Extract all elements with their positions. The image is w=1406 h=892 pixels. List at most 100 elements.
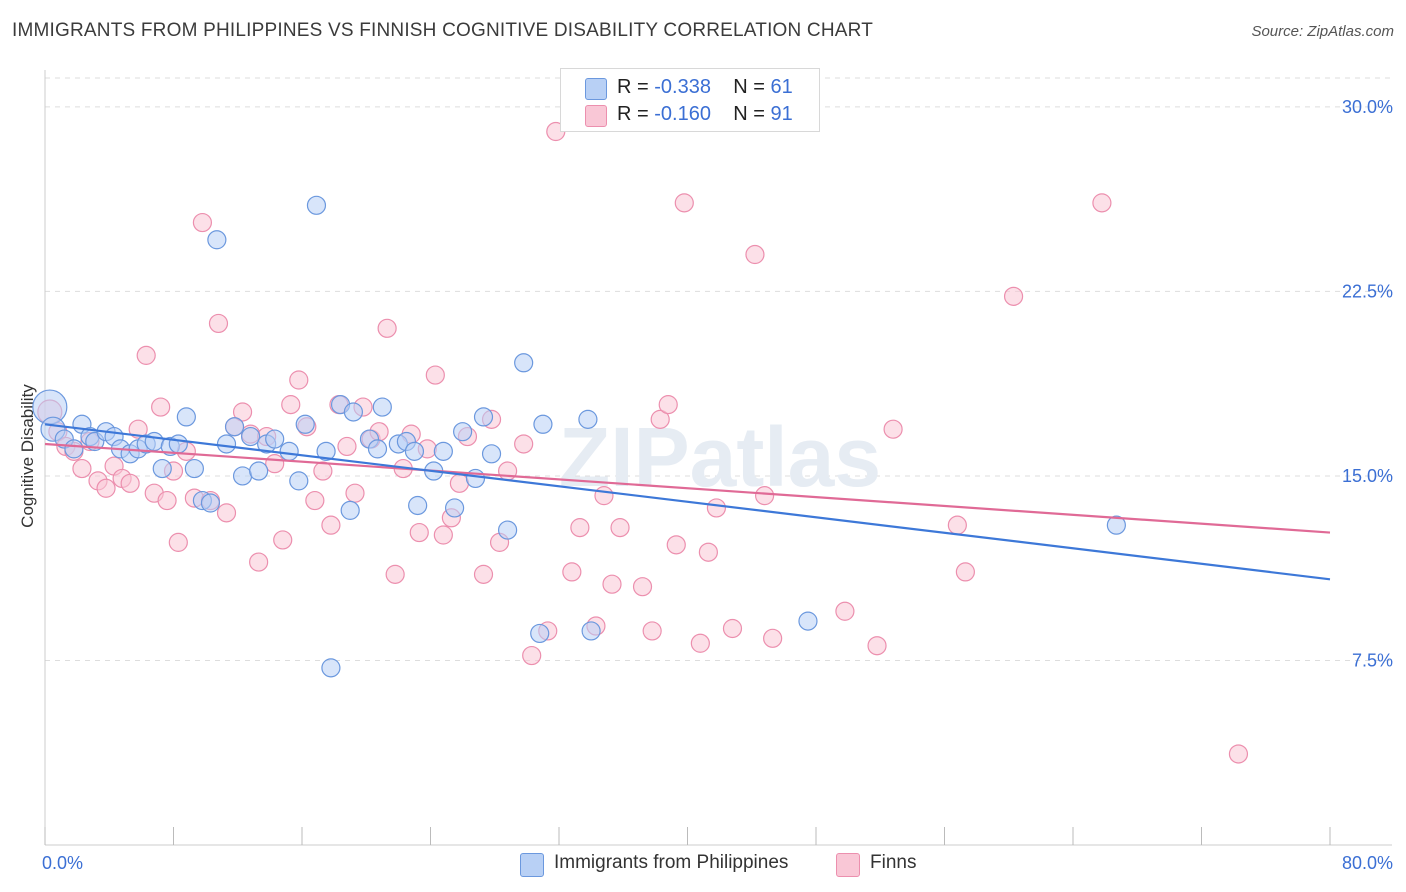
legend-label: Immigrants from Philippines [554, 852, 789, 873]
philippines-point [481, 444, 502, 464]
finns-point [136, 345, 156, 365]
finns-point [602, 574, 622, 594]
watermark: ZIPatlas [559, 410, 881, 504]
finns-point [385, 564, 405, 584]
finns-point [128, 419, 148, 439]
finns-point [610, 518, 630, 538]
philippines-point [530, 623, 550, 644]
trend-lines [44, 423, 1331, 581]
y-tick-label: 30.0% [1342, 97, 1393, 117]
finns-point [722, 618, 743, 639]
legend-label: Finns [870, 852, 917, 873]
x-tick-label: 0.0% [42, 853, 83, 873]
philippines-legend-swatch [520, 853, 544, 877]
finns-point [698, 542, 718, 562]
finns-point [514, 434, 534, 454]
finns-point [658, 395, 678, 415]
philippines-point [295, 414, 315, 434]
r-value: -0.338 [654, 76, 711, 98]
finns-point [265, 454, 285, 474]
philippines-point [408, 495, 428, 516]
grid-lines [45, 77, 1392, 661]
n-label: N = [733, 76, 765, 98]
finns-point [337, 436, 357, 457]
finns-point [562, 562, 582, 582]
finns-point [763, 628, 783, 648]
finns-point [867, 636, 887, 656]
finns-point [281, 395, 301, 415]
philippines-swatch [585, 78, 607, 100]
finns-point [650, 409, 670, 429]
philippines-point [152, 458, 172, 479]
finns-point [632, 577, 653, 597]
axes [44, 70, 1392, 846]
finns-point [666, 535, 686, 555]
finns-point [690, 633, 710, 653]
finns-point [745, 244, 765, 265]
finns-point [1228, 744, 1249, 764]
finns-point [305, 490, 325, 511]
finns-legend-swatch [836, 853, 860, 877]
finns-point [955, 562, 975, 582]
finns-point [313, 461, 333, 481]
tick-labels: 7.5% 15.0% 22.5% 30.0% 0.0% 80.0% [42, 97, 1393, 873]
philippines-point [176, 407, 196, 427]
philippines-point [200, 493, 221, 513]
philippines-point [64, 439, 84, 459]
r-value: -0.160 [654, 103, 711, 125]
philippines-point [444, 498, 465, 518]
philippines-point [168, 434, 188, 454]
philippines-point [144, 431, 164, 452]
y-tick-label: 7.5% [1352, 650, 1393, 670]
philippines-point [1106, 515, 1126, 535]
r-label: R = [617, 76, 649, 98]
finns-point [706, 498, 727, 518]
finns-point [947, 515, 967, 535]
philippines-point [340, 500, 360, 520]
finns-point [377, 318, 397, 338]
finns-point [594, 486, 614, 506]
y-tick-label: 22.5% [1342, 281, 1393, 301]
philippines-point [367, 439, 388, 459]
finns-trend-line [44, 442, 1331, 534]
finns-point [473, 564, 494, 584]
philippines-point [321, 658, 341, 678]
philippines-point [798, 611, 818, 631]
finns-point [120, 473, 140, 493]
philippines-point [249, 461, 269, 481]
y-tick-label: 15.0% [1342, 466, 1393, 486]
philippines-point [265, 429, 285, 449]
finns-point [151, 397, 171, 417]
finns-point [249, 552, 269, 572]
finns-point [674, 193, 694, 213]
finns-point [157, 490, 177, 511]
finns-point [96, 478, 116, 498]
finns-point [754, 486, 775, 506]
x-tick-label: 80.0% [1342, 853, 1393, 873]
philippines-point [578, 409, 598, 429]
philippines-point [279, 441, 299, 461]
philippines-point [207, 230, 227, 250]
finns-point [522, 645, 542, 666]
philippines-point [372, 397, 392, 417]
chart-title: IMMIGRANTS FROM PHILIPPINES VS FINNISH C… [12, 20, 874, 41]
r-label: R = [617, 103, 649, 125]
philippines-point [404, 441, 425, 461]
finns-point [883, 419, 903, 439]
philippines-point [241, 426, 261, 447]
philippines-point [343, 402, 363, 422]
finns-point [289, 370, 309, 390]
philippines-point [232, 466, 253, 486]
philippines-point [306, 195, 327, 215]
finns-point [208, 313, 229, 334]
n-value: 91 [770, 103, 793, 125]
finns-point [192, 212, 213, 233]
finns-point [232, 402, 253, 422]
philippines-point [514, 353, 534, 373]
finns-point [449, 473, 470, 493]
finns-point [1003, 286, 1024, 306]
philippines-point [498, 520, 518, 540]
finns-point [409, 522, 429, 543]
n-value: 61 [770, 76, 793, 98]
